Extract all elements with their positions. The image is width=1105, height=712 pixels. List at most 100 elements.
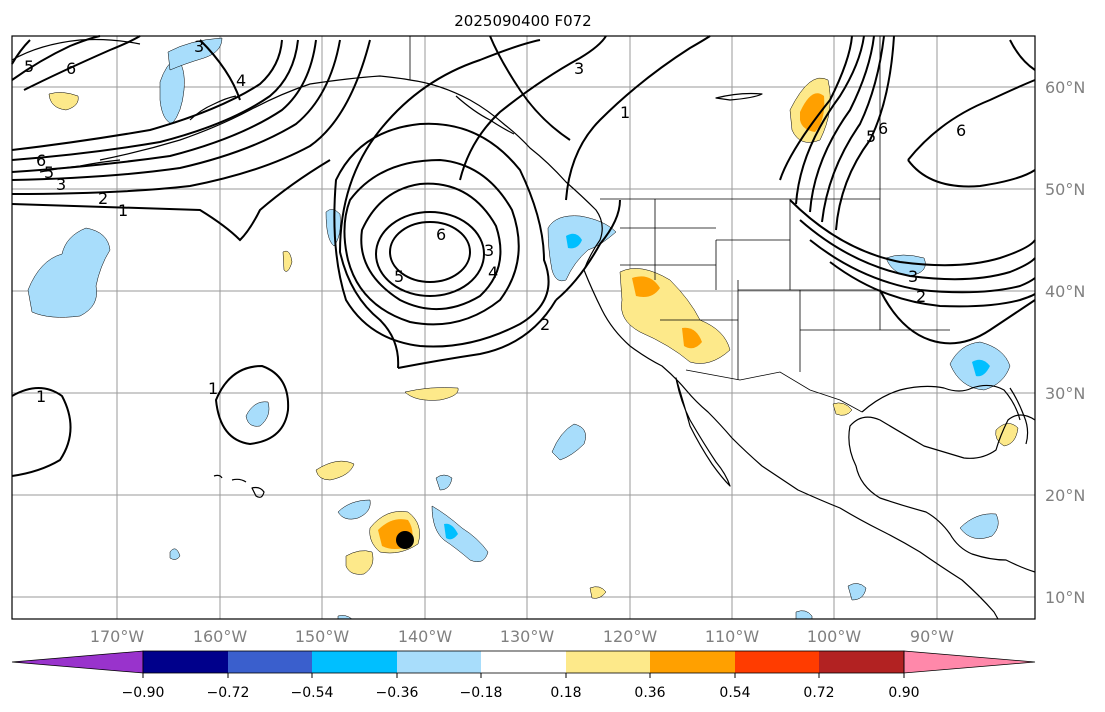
- negative-patch: [337, 499, 371, 520]
- colorbar-tick-label: 0.54: [719, 685, 750, 701]
- negative-patch: [547, 215, 617, 282]
- contour-line: [795, 35, 865, 205]
- contour-label: 4: [488, 263, 498, 282]
- contour-label: 6: [36, 151, 46, 170]
- negative-patch: [27, 227, 111, 318]
- lon-label: 160°W: [193, 627, 248, 646]
- contour-line: [489, 35, 571, 141]
- colorbar-tick-label: 0.36: [634, 685, 665, 701]
- positive-patch: [589, 586, 607, 599]
- colorbar-segment: [143, 651, 228, 673]
- negative-patch: [325, 209, 341, 247]
- lat-label: 60°N: [1045, 78, 1085, 97]
- colorbar-segment: [481, 651, 566, 673]
- contour-label: 6: [956, 121, 966, 140]
- lon-label: 120°W: [603, 627, 658, 646]
- lat-label: 20°N: [1045, 486, 1085, 505]
- colorbar-ticks: [142, 673, 905, 678]
- lat-label: 40°N: [1045, 282, 1085, 301]
- positive-patch: [995, 423, 1019, 447]
- lon-label: 90°W: [910, 627, 954, 646]
- contour-label: 1: [118, 201, 128, 220]
- contour-lines: [11, 35, 1036, 477]
- positive-patch: [404, 387, 459, 401]
- contour-line: [799, 219, 1036, 281]
- colorbar-segment: [650, 651, 735, 673]
- colorbar-tick-label: 0.18: [550, 685, 581, 701]
- contour-line: [789, 199, 1036, 267]
- contour-labels: 1 1 1 1 2 2 2 3 3 3 3 3 4 4 5 5 5 5 6 6 …: [24, 37, 966, 406]
- lat-label: 10°N: [1045, 588, 1085, 607]
- contour-line: [1009, 39, 1036, 71]
- lat-label: 50°N: [1045, 180, 1085, 199]
- contour-label: 1: [36, 387, 46, 406]
- contour-label: 1: [208, 379, 218, 398]
- contour-line: [459, 35, 607, 181]
- negative-patch: [167, 37, 223, 71]
- contour-label: 4: [236, 71, 246, 90]
- contour-line: [11, 39, 371, 195]
- positive-patch: [800, 93, 825, 132]
- colorbar-segment: [566, 651, 650, 673]
- colorbar-segment: [819, 651, 904, 673]
- lon-label: 110°W: [705, 627, 760, 646]
- colorbar-tick-label: −0.36: [376, 685, 419, 701]
- lon-label: 130°W: [500, 627, 555, 646]
- colorbar-segment: [312, 651, 397, 673]
- colorbar-tick-label: −0.72: [207, 685, 250, 701]
- negative-patch: [435, 474, 453, 491]
- contour-line: [333, 122, 550, 348]
- negative-patch: [566, 233, 582, 249]
- positive-patch: [48, 92, 79, 111]
- latitude-labels: 60°N 50°N 40°N 30°N 20°N 10°N: [1045, 78, 1085, 607]
- contour-line: [11, 387, 72, 477]
- contour-line: [779, 35, 853, 181]
- contour-line: [829, 261, 1036, 308]
- contour-line: [338, 39, 541, 369]
- contour-line: [555, 199, 621, 301]
- positive-patch: [282, 250, 293, 272]
- contour-label: 5: [24, 57, 34, 76]
- contour-line: [199, 39, 241, 101]
- contour-line: [11, 35, 101, 81]
- contour-label: 3: [908, 267, 918, 286]
- contour-label: 5: [44, 163, 54, 182]
- positive-patch: [345, 550, 374, 575]
- colorbar-tick-label: −0.54: [291, 685, 334, 701]
- colorbar-segment: [735, 651, 819, 673]
- contour-line: [375, 211, 485, 297]
- contour-label: 3: [56, 175, 66, 194]
- contour-line: [565, 35, 711, 201]
- contour-line: [343, 158, 520, 326]
- lon-label: 140°W: [398, 627, 453, 646]
- negative-patch: [169, 548, 181, 560]
- colorbar-tick-label: 0.72: [803, 685, 834, 701]
- figure-title: 2025090400 F072: [454, 12, 591, 30]
- contour-line: [397, 299, 557, 369]
- map-area: 1 1 1 1 2 2 2 3 3 3 3 3 4 4 5 5 5 5 6 6 …: [11, 35, 1036, 620]
- contour-label: 2: [98, 189, 108, 208]
- contour-line: [360, 182, 502, 310]
- contour-line: [11, 39, 283, 151]
- negative-patch: [431, 505, 489, 562]
- lat-label: 30°N: [1045, 384, 1085, 403]
- positive-patch: [632, 276, 660, 297]
- negative-patch: [972, 359, 990, 377]
- contour-label: 3: [194, 37, 204, 56]
- contour-label: 5: [394, 267, 404, 286]
- colorbar-tick-label: 0.90: [888, 685, 919, 701]
- contour-line: [821, 35, 885, 223]
- contour-label: 2: [916, 287, 926, 306]
- negative-patch: [245, 401, 270, 427]
- contour-label: 1: [620, 103, 630, 122]
- contour-line: [809, 239, 1036, 294]
- contour-line: [11, 39, 341, 181]
- storm-center-marker: [396, 531, 414, 549]
- contour-line: [11, 159, 331, 242]
- contour-label: 2: [540, 315, 550, 334]
- colorbar-tick-label: −0.18: [460, 685, 503, 701]
- colorbar-extend-min: [11, 650, 144, 674]
- contour-label: 6: [436, 225, 446, 244]
- contour-line: [11, 39, 299, 161]
- negative-patch: [551, 423, 586, 461]
